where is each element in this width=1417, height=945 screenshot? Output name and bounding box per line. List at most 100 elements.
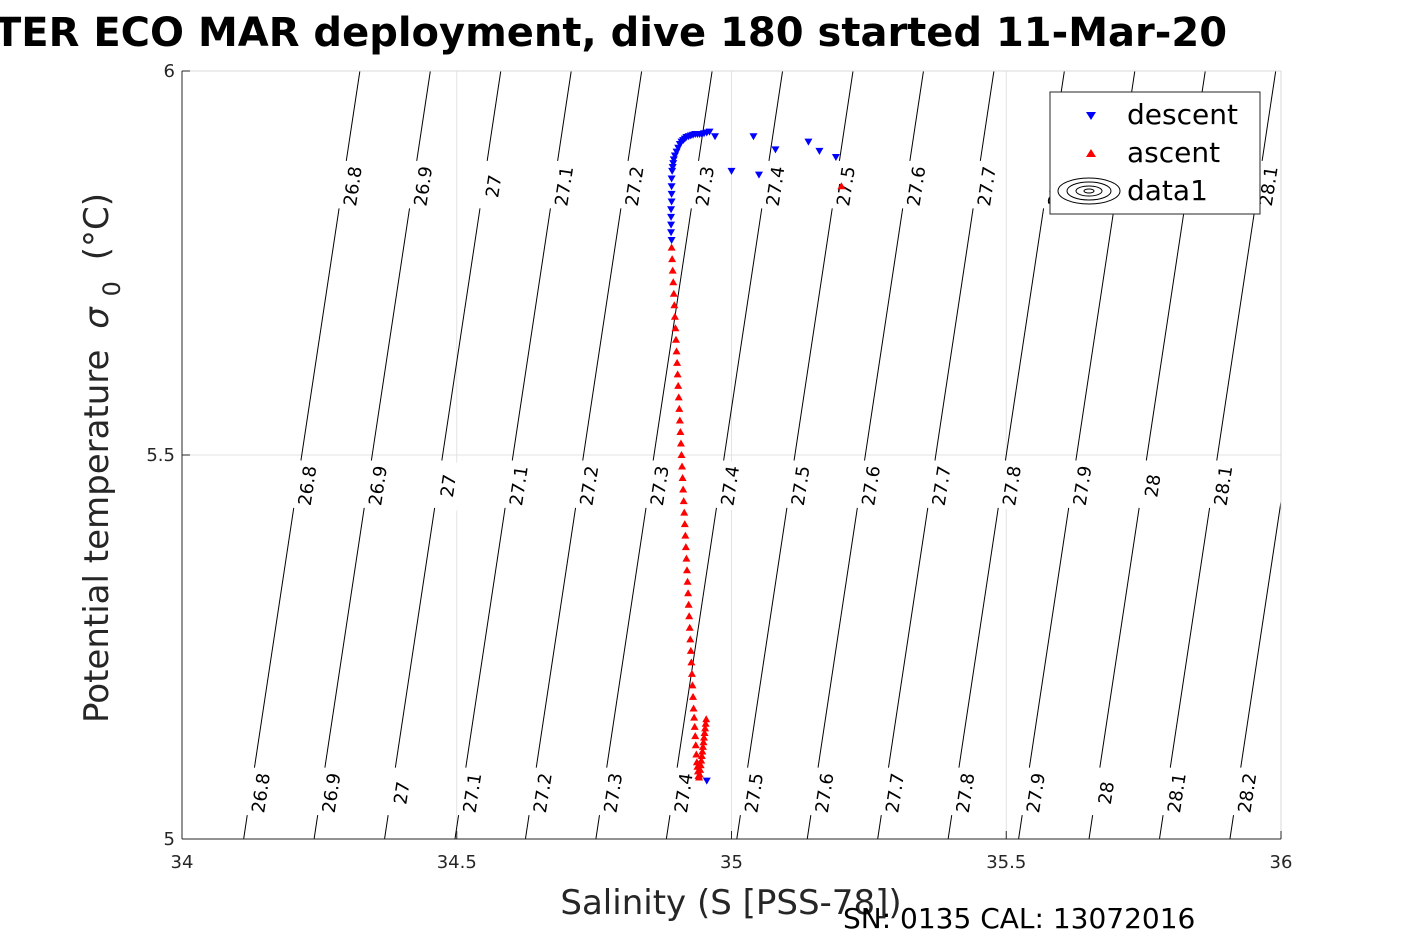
ascent-marker [676,427,685,435]
contour-label-bg [503,460,535,512]
ascent-marker [692,750,701,758]
isopycnal-line [1371,71,1417,839]
contour-label-bg [619,160,651,212]
ascent-marker [674,381,683,389]
ascent-marker [673,358,682,366]
x-tick-label: 35 [720,852,743,873]
contour-label-bg [971,160,1003,212]
ascent-marker [669,289,678,297]
ascent-marker [677,451,686,458]
contour-label-bg [478,160,510,212]
ascent-marker [684,600,693,608]
legend-descent-marker [1086,112,1096,120]
contour-label-bg [950,767,982,819]
contour-label-bg [1067,460,1098,512]
contour-label: 27 [482,173,506,199]
ascent-marker [684,589,693,597]
legend: descent ascent data1 [1049,91,1261,215]
ascent-marker [690,713,699,721]
x-ticks: 34 34.5 35 35.5 36 [171,831,1293,873]
y-ticks: 55.56 [146,61,190,850]
ascent-marker [698,742,707,750]
contour-label-bg [316,767,347,819]
ascent-marker [688,681,697,689]
ascent-marker [687,669,696,677]
descent-marker [667,221,676,229]
contour-label-bg [1231,767,1263,819]
serial-calibration-text: SN: 0135 CAL: 13072016 [843,902,1195,935]
ascent-marker [682,566,691,574]
contour-label-bg [668,767,700,819]
contour-label-bg [830,160,862,212]
ascent-marker [700,729,709,737]
contour-label-bg [901,160,932,212]
ascent-marker [701,724,710,732]
descent-marker [667,183,676,191]
descent-marker [669,156,678,164]
y-axis-label-symbol: σ [77,306,117,329]
ascent-marker [701,719,710,727]
x-tick-label: 36 [1270,852,1293,873]
descent-marker [667,229,676,237]
ascent-marker [685,623,694,631]
contour-label: 27 [437,473,461,499]
descent-marker [667,175,676,183]
descent-marker [667,198,676,206]
ascent-marker [700,733,709,741]
y-tick-label: 6 [164,61,175,82]
y-axis-label-unit: (°C) [77,193,117,260]
contour-label-bg [689,160,721,212]
ascent-marker [695,770,704,778]
ascent-marker [698,747,707,755]
descent-marker [669,160,678,168]
ascent-marker [668,255,677,263]
contour-label-bg [597,767,629,819]
descent-marker [831,154,840,162]
contour-label-bg [1253,160,1285,212]
contour-label-bg [573,460,605,512]
descent-marker [668,167,677,175]
ascent-marker [837,182,846,190]
contour-label-bg [738,767,770,819]
contour-label-bg [926,460,958,512]
ascent-marker [679,497,688,505]
ascent-marker [685,612,694,620]
ascent-marker [672,335,681,343]
contour-label-bg [456,767,488,819]
contour-label-bg [785,460,817,512]
contour-label-bg [548,160,580,212]
descent-marker [667,236,676,244]
contour-label-bg [407,160,439,212]
ascent-marker [668,266,677,274]
x-axis-label: Salinity (S [PSS-78]) [560,883,901,923]
contour-label: 28 [1095,780,1119,806]
contour-label-bg [245,767,277,819]
descent-marker [771,146,780,154]
contour-label-bg [1091,767,1122,819]
ascent-marker [689,704,698,712]
contour-label-bg [337,160,369,212]
ascent-marker [671,324,680,332]
ascent-marker [696,761,705,769]
ascent-marker [667,243,676,251]
ascent-marker [670,301,679,309]
legend-ascent-label: ascent [1127,136,1220,169]
ascent-marker [699,738,708,746]
contour-label-bg [362,460,394,512]
descent-marker [667,206,676,214]
contour-label-bg [386,767,418,819]
contour-label-bg [760,160,792,212]
ascent-marker [669,278,678,286]
descent-marker [749,133,758,141]
contour-label: 27 [390,780,414,806]
contour-label-bg [1137,460,1169,512]
y-axis-label-subscript: 0 [98,281,126,296]
descent-marker [668,164,677,171]
ascent-marker [689,692,698,700]
ascent-marker [675,404,684,412]
descent-marker [804,138,813,146]
ascent-marker [675,416,684,424]
ascent-marker [697,756,706,764]
descent-marker [702,777,711,785]
descent-marker [711,133,720,141]
